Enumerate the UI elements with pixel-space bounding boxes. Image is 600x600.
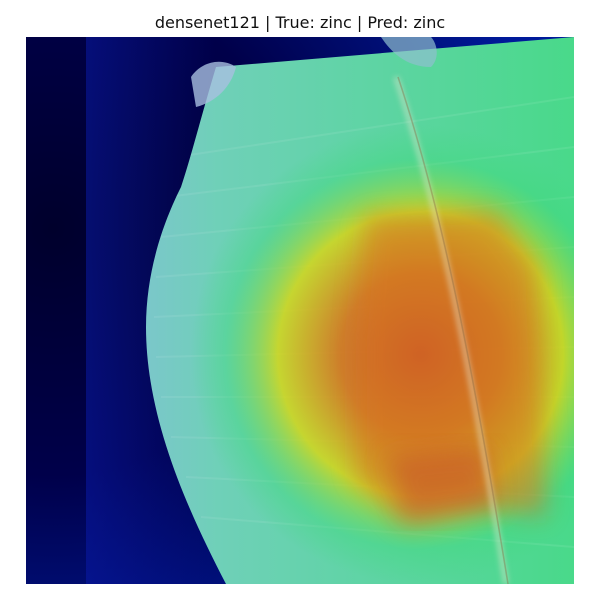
- gradcam-heatmap-image: [26, 37, 574, 584]
- figure-title: densenet121 | True: zinc | Pred: zinc: [154, 13, 446, 32]
- heatmap-overlay-graphic: [26, 37, 574, 584]
